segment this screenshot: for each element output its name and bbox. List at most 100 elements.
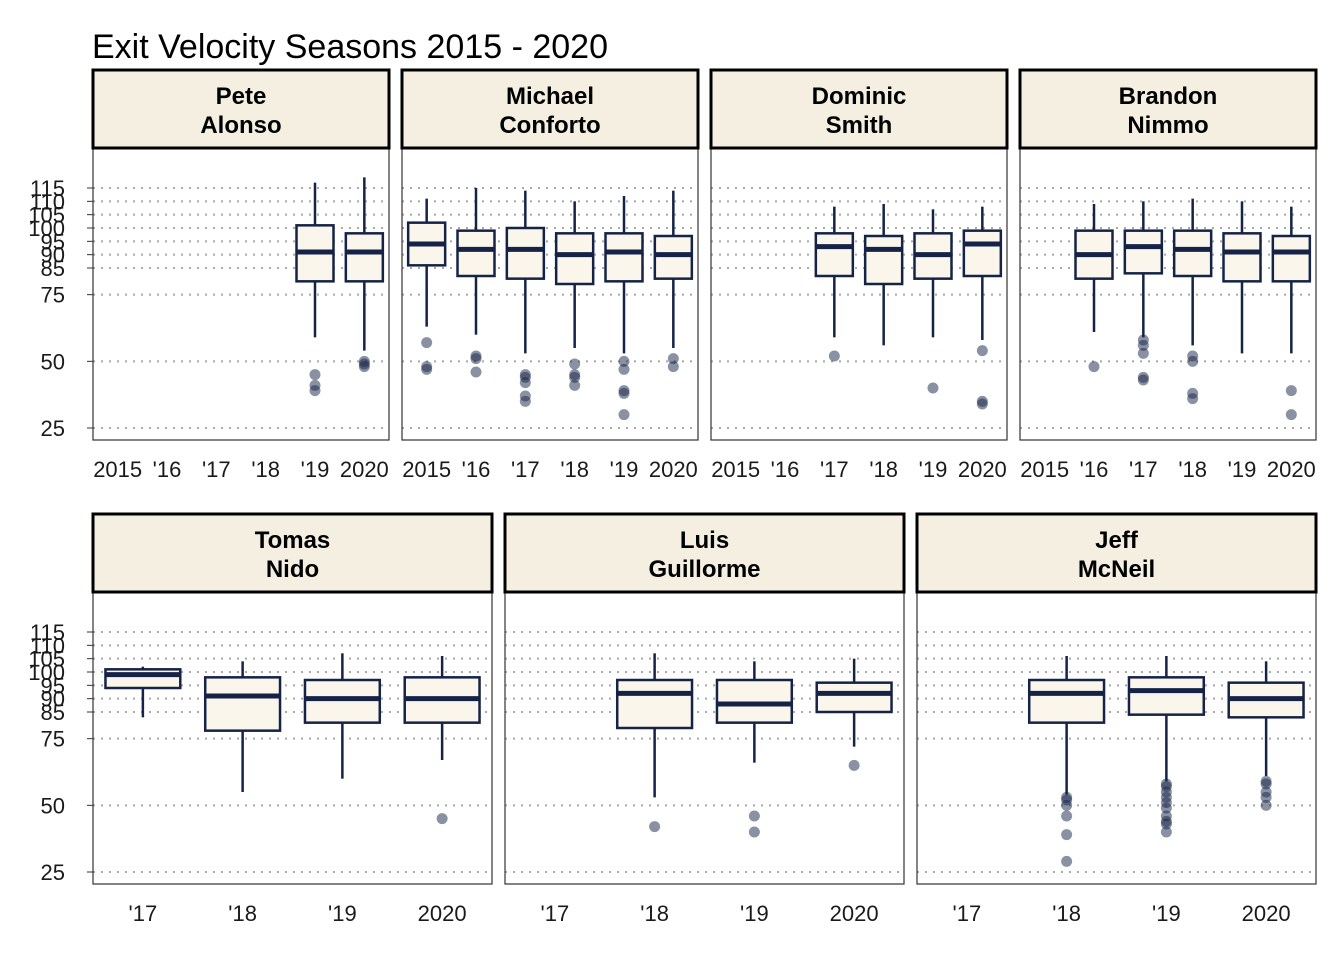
y-tick-label: 95 (41, 673, 65, 698)
facet-label: Nimmo (1127, 112, 1208, 139)
outlier-point (421, 337, 433, 349)
outlier-point (1187, 355, 1199, 367)
facet-strip (709, 68, 1009, 150)
box-iqr (1271, 234, 1312, 283)
box-group (913, 209, 953, 394)
box-iqr (505, 226, 546, 280)
panel-border (1019, 147, 1317, 441)
x-tick-label: '17 (541, 901, 570, 926)
x-tick-label: '18 (640, 901, 669, 926)
y-tick-label: 110 (30, 633, 65, 658)
y-tick-label: 105 (28, 647, 65, 672)
outlier-point (1088, 361, 1100, 373)
box-iqr (863, 234, 904, 286)
box-group (962, 206, 1003, 410)
box-group (615, 653, 694, 833)
panel-border (916, 591, 1317, 885)
gridlines (917, 631, 1316, 873)
x-tick-label: 2015 (402, 457, 451, 482)
x-tick-label: 2020 (649, 457, 698, 482)
facet-strip (91, 512, 494, 594)
outlier-point (1137, 347, 1149, 359)
y-tick-label: 110 (30, 189, 65, 214)
outlier-point (309, 385, 321, 397)
x-tick-label: '18 (869, 457, 898, 482)
outlier-point (748, 810, 760, 822)
outlier-point (1285, 385, 1297, 397)
panel-border (710, 147, 1008, 441)
y-tick-label: 115 (30, 176, 65, 201)
y-tick-label: 85 (41, 256, 65, 281)
x-tick-label: '17 (202, 457, 231, 482)
x-tick-label: '17 (511, 457, 540, 482)
outlier-point (470, 353, 482, 365)
box-group (505, 190, 546, 407)
facet-label: Pete (216, 83, 267, 110)
x-tick-label: '16 (1080, 457, 1109, 482)
box-group (406, 198, 447, 375)
box-iqr (1222, 232, 1262, 283)
box-group (1027, 656, 1106, 867)
x-tick-label: 2020 (958, 457, 1007, 482)
facet-label: Conforto (499, 112, 600, 139)
x-tick-label: 2020 (830, 901, 879, 926)
outlier-point (1160, 826, 1172, 838)
gridlines (1020, 187, 1316, 429)
box-iqr (1127, 676, 1206, 716)
outlier-point (667, 353, 679, 365)
x-tick-label: '19 (1228, 457, 1257, 482)
outlier-point (519, 377, 531, 389)
outlier-point (1061, 810, 1073, 822)
facet-label: Michael (506, 83, 594, 110)
y-tick-label: 25 (41, 860, 65, 885)
outlier-point (309, 369, 321, 381)
x-tick-label: '16 (153, 457, 182, 482)
box-iqr (554, 232, 595, 286)
outlier-point (1137, 339, 1149, 351)
outlier-point (1160, 818, 1172, 830)
facet-label: Guillorme (648, 556, 760, 583)
box-group (814, 206, 855, 362)
outlier-point (1260, 799, 1272, 811)
facet-strip (915, 512, 1318, 594)
outlier-point (618, 409, 630, 421)
x-tick-label: 2020 (1242, 901, 1291, 926)
panel-border (92, 147, 390, 441)
y-tick-label: 95 (41, 229, 65, 254)
y-tick-label: 25 (41, 416, 65, 441)
y-tick-label: 85 (41, 700, 65, 725)
facet-label: Alonso (200, 112, 281, 139)
outlier-point (569, 379, 581, 391)
facet-strip (1018, 68, 1318, 150)
box-group (1074, 204, 1114, 373)
box-iqr (303, 678, 382, 724)
x-tick-label: '19 (301, 457, 330, 482)
y-tick-label: 100 (28, 660, 65, 685)
x-tick-label: '19 (740, 901, 769, 926)
x-tick-label: '19 (328, 901, 357, 926)
y-tick-label: 100 (28, 216, 65, 241)
outlier-point (1061, 855, 1073, 867)
outlier-point (470, 366, 482, 378)
box-group (1271, 206, 1312, 421)
outlier-point (618, 387, 630, 399)
outlier-point (1061, 799, 1073, 811)
box-group (815, 658, 893, 771)
outlier-point (569, 371, 581, 383)
box-group (1227, 661, 1305, 811)
y-tick-label: 115 (30, 620, 65, 645)
box-iqr (962, 229, 1003, 278)
chart-title: Exit Velocity Seasons 2015 - 2020 (92, 28, 608, 66)
x-tick-label: '17 (820, 457, 849, 482)
outlier-point (421, 363, 433, 375)
box-group (554, 201, 595, 391)
box-iqr (203, 676, 282, 732)
facet-strip (400, 68, 700, 150)
y-tick-label: 50 (41, 793, 65, 818)
y-tick-label: 50 (41, 349, 65, 374)
box-group (604, 196, 644, 421)
facet-strip (503, 512, 906, 594)
